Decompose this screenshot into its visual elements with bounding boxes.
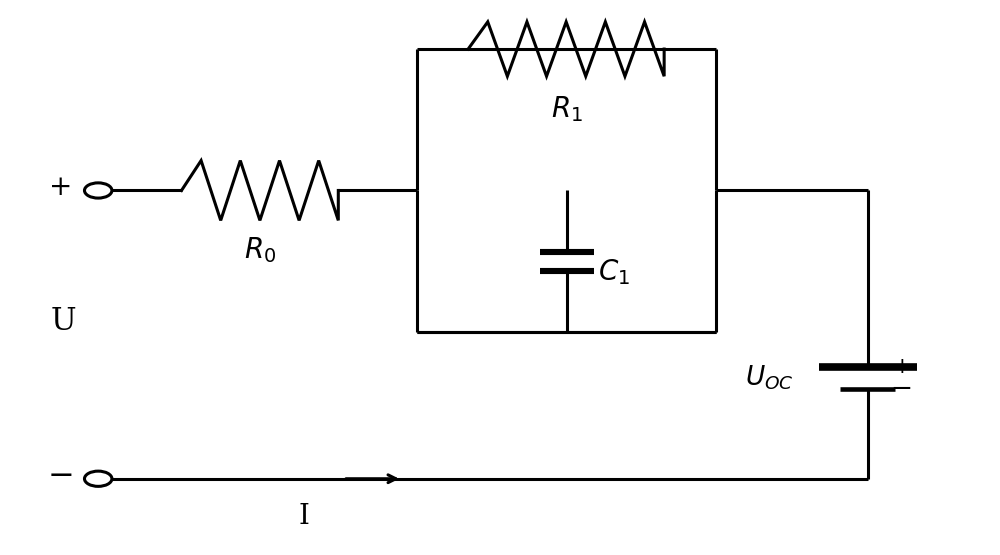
Text: I: I: [299, 503, 309, 531]
Text: −: −: [48, 461, 74, 492]
Text: −: −: [891, 376, 913, 401]
Text: +: +: [892, 356, 911, 379]
Text: $R_1$: $R_1$: [551, 94, 583, 124]
Text: $U_{OC}$: $U_{OC}$: [745, 364, 794, 392]
Text: +: +: [49, 174, 73, 201]
Text: U: U: [51, 305, 77, 336]
Text: $C_1$: $C_1$: [598, 257, 630, 287]
Text: $R_0$: $R_0$: [244, 235, 276, 265]
